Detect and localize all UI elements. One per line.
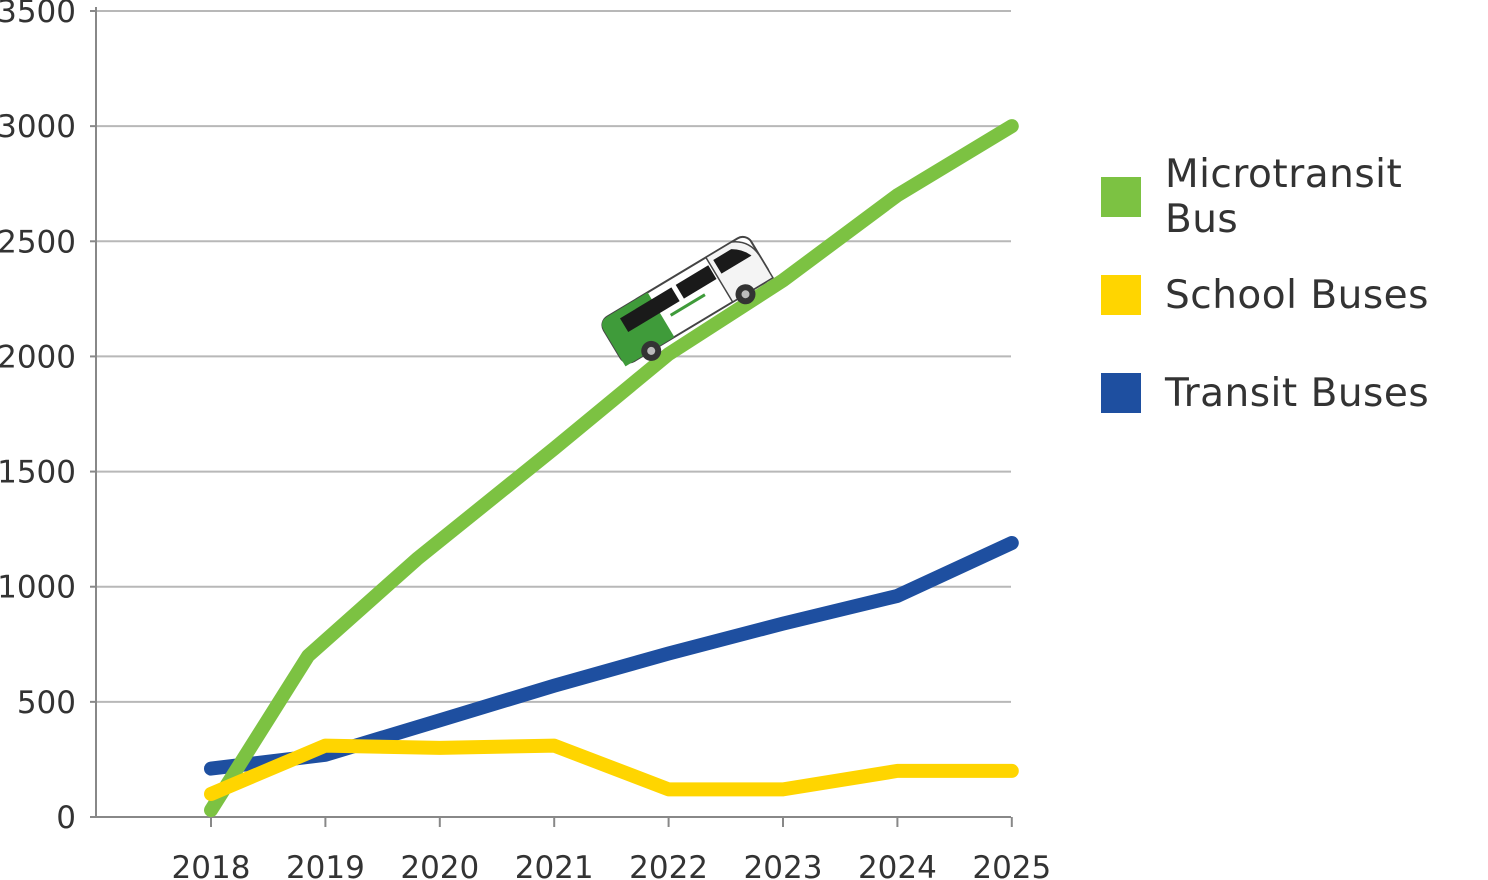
series-line-microtransit-bus — [204, 119, 1019, 818]
y-tick-label: 1000 — [0, 570, 76, 606]
x-tick-label: 2019 — [286, 850, 365, 880]
x-tick-label: 2020 — [400, 850, 479, 880]
legend-item-school-buses: School Buses — [1101, 246, 1488, 344]
x-tick-label: 2023 — [744, 850, 823, 880]
x-tick-label: 2018 — [172, 850, 251, 880]
van-icon — [601, 235, 774, 367]
y-tick-label: 2500 — [0, 224, 76, 260]
legend-swatch-school-buses — [1101, 275, 1141, 315]
gridlines — [90, 10, 1011, 818]
x-tick-label: 2024 — [858, 850, 937, 880]
y-tick-label: 0 — [56, 800, 76, 836]
x-tick-labels: 2018 2019 2020 2021 2022 2023 2024 2025 — [172, 850, 1052, 880]
y-tick-labels: 0 500 1000 1500 2000 2500 3000 3500 — [0, 0, 76, 836]
x-tick-label: 2021 — [515, 850, 594, 880]
legend-item-transit-buses: Transit Buses — [1101, 344, 1488, 442]
legend-item-microtransit: Microtransit Bus — [1101, 148, 1488, 246]
series-line-transit-buses — [204, 536, 1019, 776]
legend-label-transit-buses: Transit Buses — [1165, 370, 1430, 416]
series-line-school-buses — [204, 738, 1019, 801]
legend-swatch-microtransit — [1101, 177, 1141, 217]
x-tick-label: 2025 — [972, 850, 1051, 880]
y-tick-label: 500 — [17, 685, 76, 721]
y-tick-label: 3000 — [0, 109, 76, 145]
y-tick-label: 3500 — [0, 0, 76, 30]
axes — [95, 7, 1013, 827]
legend-label-school-buses: School Buses — [1165, 272, 1429, 318]
legend-label-microtransit: Microtransit Bus — [1164, 152, 1403, 242]
y-tick-label: 1500 — [0, 455, 76, 491]
series-lines — [204, 119, 1019, 818]
legend: Microtransit Bus School Buses Transit Bu… — [1101, 148, 1488, 442]
legend-swatch-transit-buses — [1101, 373, 1141, 413]
x-tick-label: 2022 — [629, 850, 708, 880]
y-tick-label: 2000 — [0, 339, 76, 375]
